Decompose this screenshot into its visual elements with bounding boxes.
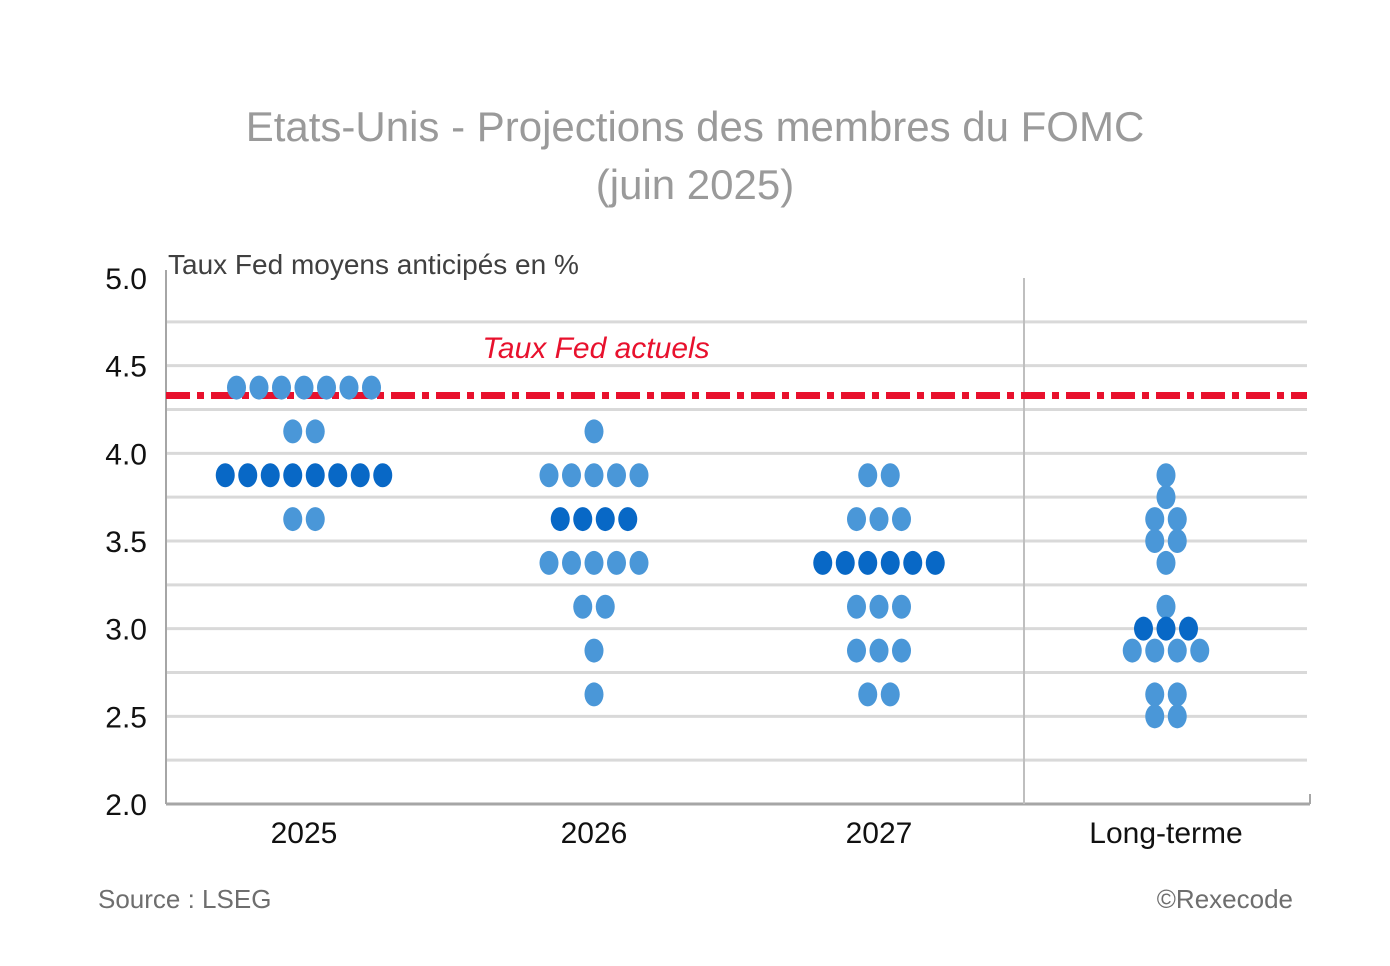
median-dot [238,463,258,488]
chart-title: Etats-Unis - Projections des membres du … [0,98,1390,214]
y-tick-label: 4.0 [105,438,147,471]
projection-dot [847,638,866,663]
projection-dot [584,682,604,707]
median-dot [328,463,348,488]
median-dot [350,463,370,488]
projection-dot [847,594,866,619]
projection-dot [1167,529,1187,553]
median-dot [573,507,593,532]
projection-dot [869,507,889,532]
median-dot [305,463,325,488]
projection-dot [595,594,615,619]
median-dot [373,463,393,488]
median-dot [550,507,570,532]
projection-dot [584,550,604,575]
projection-dot [858,682,878,707]
projection-dot [305,507,325,532]
median-dot [595,507,615,532]
projection-dot [584,419,604,444]
projection-dot [1190,638,1210,663]
projection-dot [562,463,581,488]
x-tick-label: 2027 [846,817,913,850]
projection-dot [1167,682,1187,707]
projection-dot [227,375,246,400]
reference-line-label: Taux Fed actuels [482,332,709,365]
chart-title-line2: (juin 2025) [595,161,795,208]
projection-dot [892,594,911,619]
projection-dot [1167,704,1187,729]
projection-dot [629,550,649,575]
y-tick-label: 5.0 [105,263,147,296]
median-dot [858,550,878,575]
projection-dot [869,594,889,619]
labels-layer: Taux Fed moyens anticipés en % 5.0 4.5 4.0… [105,249,1242,850]
x-tick-label: 2025 [271,817,338,850]
axes [165,270,1311,806]
projection-dot [305,419,325,444]
gridlines [166,320,1307,762]
projection-dot [880,682,900,707]
x-tick-label: 2026 [561,817,628,850]
y-tick-label: 2.0 [105,789,147,822]
y-tick-label: 3.5 [105,526,147,559]
projection-dot [584,638,604,663]
y-tick-label: 3.0 [105,614,147,647]
projection-dot [539,463,559,488]
projection-dot [562,550,581,575]
projection-dot [362,375,381,400]
projection-dot [858,463,878,488]
projection-dot [1122,638,1142,663]
median-dot [903,550,923,575]
source-note: Source : LSEG [98,884,272,914]
projection-dot [847,507,866,532]
unit-label: Taux Fed moyens anticipés en % [168,249,579,280]
projection-dot [272,375,291,400]
projection-dot [1145,507,1165,532]
projection-dot [1156,594,1176,619]
projection-dot [1145,704,1165,729]
y-tick-label: 2.5 [105,701,147,734]
median-dot [1179,616,1198,641]
projection-dot [283,419,303,444]
projection-dot [1167,638,1187,663]
median-dot [618,507,638,532]
median-dot [1134,616,1153,641]
chart-title-line1: Etats-Unis - Projections des membres du … [245,103,1145,150]
x-tick-label: Long-terme [1089,817,1242,850]
projection-dot [1156,485,1176,510]
projection-dot [892,507,911,532]
median-dot [215,463,235,488]
projection-dot [1145,682,1165,707]
projection-dot [892,638,911,663]
median-dot [925,550,945,575]
projection-dot [629,463,649,488]
projection-dot [607,463,626,488]
projection-dot [294,375,314,400]
projection-dot [1156,550,1176,575]
projection-dot [1145,638,1165,663]
projection-dot [339,375,359,400]
projection-dot [607,550,626,575]
median-dot [260,463,280,488]
projection-dot [1156,463,1176,488]
median-dot [813,550,833,575]
projection-dot [880,463,900,488]
projection-dot [1145,529,1165,553]
dots-layer [215,375,1210,729]
projection-dot [249,375,269,400]
median-dot [283,463,303,488]
projection-dot [539,550,559,575]
projection-dot [573,594,593,619]
projection-dot [584,463,604,488]
median-dot [1156,616,1176,641]
projection-dot [283,507,303,532]
projection-dot [1167,507,1187,532]
projection-dot [317,375,336,400]
median-dot [835,550,855,575]
median-dot [880,550,900,575]
y-tick-label: 4.5 [105,351,147,384]
projection-dot [869,638,889,663]
copyright-credit: ©Rexecode [1156,884,1293,914]
